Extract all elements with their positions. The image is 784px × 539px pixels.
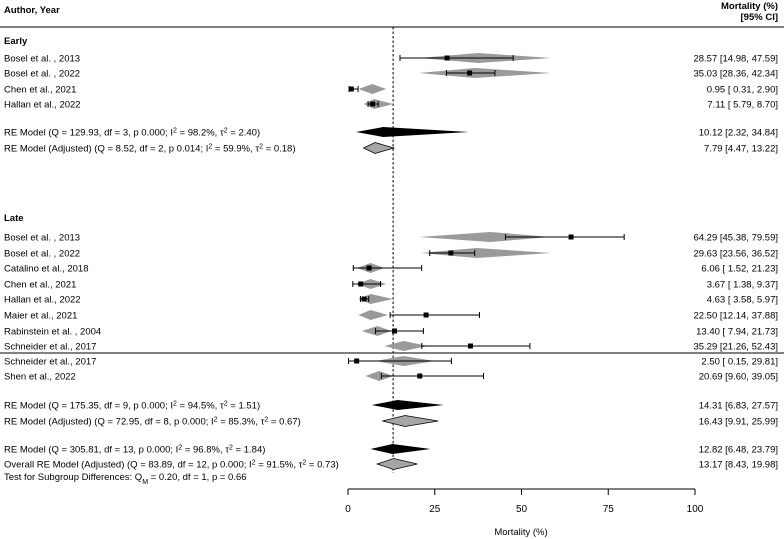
point-estimate [448, 250, 454, 256]
x-tick-label: 0 [345, 504, 351, 515]
estimate-text: 2.50 [ 0.15, 29.81] [701, 357, 778, 368]
summary-diamond [370, 444, 431, 454]
study-label: Bosel et al. , 2013 [4, 233, 80, 244]
study-label: Bosel et al. , 2022 [4, 69, 80, 80]
point-estimate [348, 86, 354, 92]
adjusted-estimate-diamond [358, 84, 387, 94]
x-tick-label: 25 [429, 504, 441, 515]
estimate-text: 6.06 [ 1.52, 21.23] [701, 264, 778, 275]
estimate-text: 35.03 [28.36, 42.34] [693, 69, 778, 80]
estimate-text: 0.95 [ 0.31, 2.90] [707, 85, 778, 96]
frame-lines [0, 26, 784, 473]
estimate-text: 28.57 [14.98, 47.59] [693, 54, 778, 65]
summary-diamond [362, 142, 396, 154]
point-estimate [417, 373, 423, 379]
x-tick-label: 75 [603, 504, 615, 515]
summary-estimate-text: 13.17 [8.43, 19.98] [699, 460, 778, 471]
study-label: Catalino et al., 2018 [4, 264, 89, 275]
study-label: Bosel et al. , 2022 [4, 249, 80, 260]
x-axis: 0 25 50 75 100 Mortality (%) [345, 488, 704, 538]
subgroup-test-text: Test for Subgroup Differences: QM = 0.20… [4, 472, 247, 486]
summary-estimate-text: 7.79 [4.47, 13.22] [704, 144, 778, 155]
group-heading: Early [4, 36, 28, 47]
estimate-text: 3.67 [ 1.38, 9.37] [707, 280, 778, 291]
summary-diamond [382, 415, 439, 427]
summary-label: RE Model (Q = 129.93, df = 3, p 0.000; I… [4, 127, 260, 139]
point-estimate [444, 55, 450, 61]
adjusted-estimate-diamond [384, 341, 428, 351]
adjusted-estimate-diamond [358, 294, 394, 304]
point-estimate [423, 312, 429, 318]
point-estimate [467, 343, 473, 349]
adjusted-estimate-diamond [365, 371, 394, 381]
x-tick-label: 50 [516, 504, 528, 515]
study-label: Bosel et al. , 2013 [4, 54, 80, 65]
adjusted-estimate-diamond [358, 310, 388, 320]
header-right-line2: [95% CI] [741, 12, 778, 23]
study-label: Chen et al., 2021 [4, 85, 76, 96]
point-estimate [467, 70, 473, 76]
summary-label: RE Model (Adjusted) (Q = 72.95, df = 8, … [4, 416, 301, 428]
estimate-text: 64.29 [45.38, 79.59] [693, 233, 778, 244]
study-label: Shen et al., 2022 [4, 372, 76, 383]
study-label: Hallan et al., 2022 [4, 100, 81, 111]
group-heading: Late [4, 213, 24, 224]
study-label: Schneider et al., 2017 [4, 357, 96, 368]
adjusted-estimate-diamond [420, 248, 551, 258]
summary-diamond [375, 458, 418, 470]
plot-body: Early Bosel et al. , 2013 28.57 [14.98, 47… [4, 36, 778, 486]
estimate-text: 20.69 [9.60, 39.05] [699, 372, 778, 383]
point-estimate [391, 328, 397, 334]
study-label: Hallan et al., 2022 [4, 295, 81, 306]
study-label: Chen et al., 2021 [4, 280, 76, 291]
study-label: Maier et al., 2021 [4, 311, 77, 322]
summary-diamond [371, 400, 444, 410]
summary-label: RE Model (Q = 305.81, df = 13, p 0.000; … [4, 444, 265, 456]
summary-label: RE Model (Adjusted) (Q = 8.52, df = 2, p… [4, 143, 295, 155]
point-estimate [354, 358, 360, 364]
header-right-line1: Mortality (%) [721, 1, 778, 12]
summary-label: RE Model (Q = 175.35, df = 9, p 0.000; I… [4, 400, 260, 412]
point-estimate [370, 101, 376, 107]
adjusted-estimate-diamond [419, 232, 551, 242]
point-estimate [366, 265, 372, 271]
summary-estimate-text: 14.31 [6.83, 27.57] [699, 401, 778, 412]
summary-estimate-text: 10.12 [2.32, 34.84] [699, 128, 778, 139]
estimate-text: 22.50 [12.14, 37.88] [693, 311, 778, 322]
x-tick-label: 100 [687, 504, 704, 515]
summary-estimate-text: 12.82 [6.48, 23.79] [699, 445, 778, 456]
estimate-text: 4.63 [ 3.58, 5.97] [707, 295, 778, 306]
estimate-text: 7.11 [ 5.79, 8.70] [707, 100, 778, 111]
point-estimate [568, 234, 574, 240]
estimate-text: 29.63 [23.56, 36.52] [693, 249, 778, 260]
estimate-text: 35.29 [21.26, 52.43] [693, 342, 778, 353]
study-label: Schneider et al., 2017 [4, 342, 96, 353]
header: Author, Year Mortality (%) [95% CI] [4, 1, 778, 23]
estimate-text: 13.40 [ 7.94, 21.73] [696, 327, 778, 338]
x-axis-title: Mortality (%) [494, 527, 547, 538]
header-left: Author, Year [4, 5, 60, 16]
study-label: Rabinstein et al. , 2004 [4, 327, 101, 338]
point-estimate [361, 296, 367, 302]
point-estimate [358, 281, 364, 287]
summary-diamond [356, 127, 469, 137]
summary-estimate-text: 16.43 [9.91, 25.99] [699, 417, 778, 428]
summary-label: Overall RE Model (Adjusted) (Q = 83.89, … [4, 459, 339, 471]
